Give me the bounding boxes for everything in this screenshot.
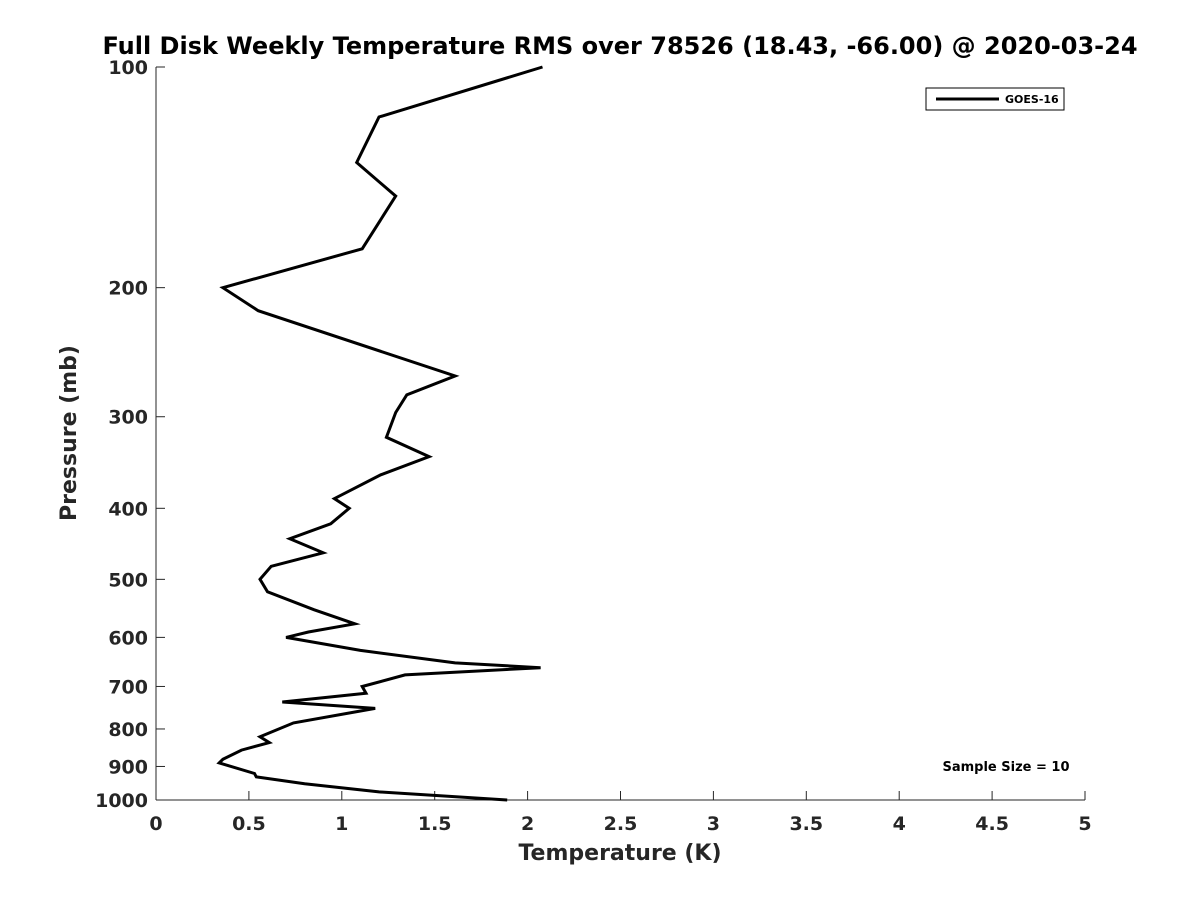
y-tick-label: 100 (108, 57, 148, 79)
plot-background (156, 67, 1085, 800)
x-tick-label: 0 (149, 813, 162, 835)
x-tick-label: 0.5 (232, 813, 266, 835)
x-tick-label: 2.5 (604, 813, 638, 835)
y-tick-label: 900 (108, 756, 148, 778)
x-tick-label: 3 (707, 813, 720, 835)
y-tick-label: 500 (108, 569, 148, 591)
x-tick-label: 5 (1078, 813, 1091, 835)
y-tick-label: 700 (108, 676, 148, 698)
series-line-goes-16 (216, 65, 543, 802)
x-axis-ticks: 0 0.5 1 1.5 2 2.5 3 3.5 4 4.5 5 (149, 791, 1092, 835)
x-tick-label: 4 (893, 813, 906, 835)
y-tick-label: 800 (108, 719, 148, 741)
y-tick-label: 1000 (95, 790, 148, 812)
chart-title: Full Disk Weekly Temperature RMS over 78… (102, 32, 1137, 60)
y-tick-label: 200 (108, 278, 148, 300)
sample-size-annotation: Sample Size = 10 (942, 760, 1069, 775)
legend-label-goes-16: GOES-16 (1005, 93, 1059, 106)
y-tick-label: 300 (108, 407, 148, 429)
y-tick-label: 400 (108, 498, 148, 520)
x-tick-label: 4.5 (975, 813, 1009, 835)
x-axis-label: Temperature (K) (518, 841, 721, 866)
y-axis-label: Pressure (mb) (57, 345, 82, 521)
x-tick-label: 3.5 (789, 813, 823, 835)
y-tick-label: 600 (108, 627, 148, 649)
y-axis-ticks: 100 200 300 400 500 600 700 800 900 1000 (95, 57, 165, 812)
series-layer (216, 65, 543, 802)
x-tick-label: 2 (521, 813, 534, 835)
legend: GOES-16 (925, 87, 1065, 111)
x-tick-label: 1.5 (418, 813, 452, 835)
x-tick-label: 1 (335, 813, 348, 835)
plot-area (155, 67, 1085, 801)
